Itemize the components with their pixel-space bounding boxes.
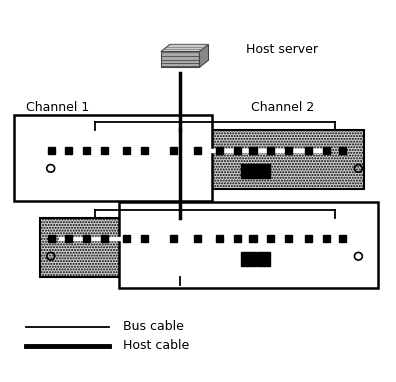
Bar — [101, 235, 108, 242]
Bar — [123, 147, 130, 154]
Bar — [83, 147, 90, 154]
Bar — [285, 147, 292, 154]
Bar — [65, 147, 72, 154]
Bar — [249, 235, 257, 242]
Bar — [339, 235, 346, 242]
Bar — [48, 147, 55, 154]
Bar — [194, 235, 201, 242]
Bar — [141, 235, 148, 242]
Bar — [234, 235, 241, 242]
Bar — [241, 252, 256, 266]
Bar — [119, 202, 378, 288]
Bar — [267, 147, 274, 154]
Bar — [249, 147, 257, 154]
Bar — [267, 235, 274, 242]
Bar — [40, 218, 364, 277]
Bar — [257, 252, 270, 266]
Bar — [216, 235, 223, 242]
Bar — [305, 147, 312, 154]
Bar — [40, 130, 364, 189]
Bar — [141, 147, 148, 154]
Text: Host server: Host server — [246, 43, 318, 56]
Bar — [194, 147, 201, 154]
Text: Bus cable: Bus cable — [123, 320, 184, 333]
Bar — [339, 147, 346, 154]
Bar — [216, 147, 223, 154]
Text: Host cable: Host cable — [123, 339, 189, 352]
Bar — [257, 164, 270, 178]
Bar — [234, 147, 241, 154]
Bar — [65, 235, 72, 242]
Bar — [285, 235, 292, 242]
Bar — [83, 235, 90, 242]
Bar — [101, 147, 108, 154]
Bar — [323, 147, 330, 154]
Bar — [241, 164, 256, 178]
Bar — [59, 149, 326, 152]
Bar — [170, 147, 177, 154]
Polygon shape — [200, 44, 209, 67]
Bar — [305, 235, 312, 242]
Bar — [170, 235, 177, 242]
Bar — [123, 235, 130, 242]
Bar — [48, 235, 55, 242]
Bar — [59, 237, 326, 240]
Polygon shape — [161, 44, 209, 52]
Bar — [323, 235, 330, 242]
Text: Channel 2: Channel 2 — [251, 101, 315, 114]
Bar — [14, 115, 212, 201]
Text: Channel 1: Channel 1 — [26, 101, 89, 114]
Bar — [161, 52, 200, 67]
